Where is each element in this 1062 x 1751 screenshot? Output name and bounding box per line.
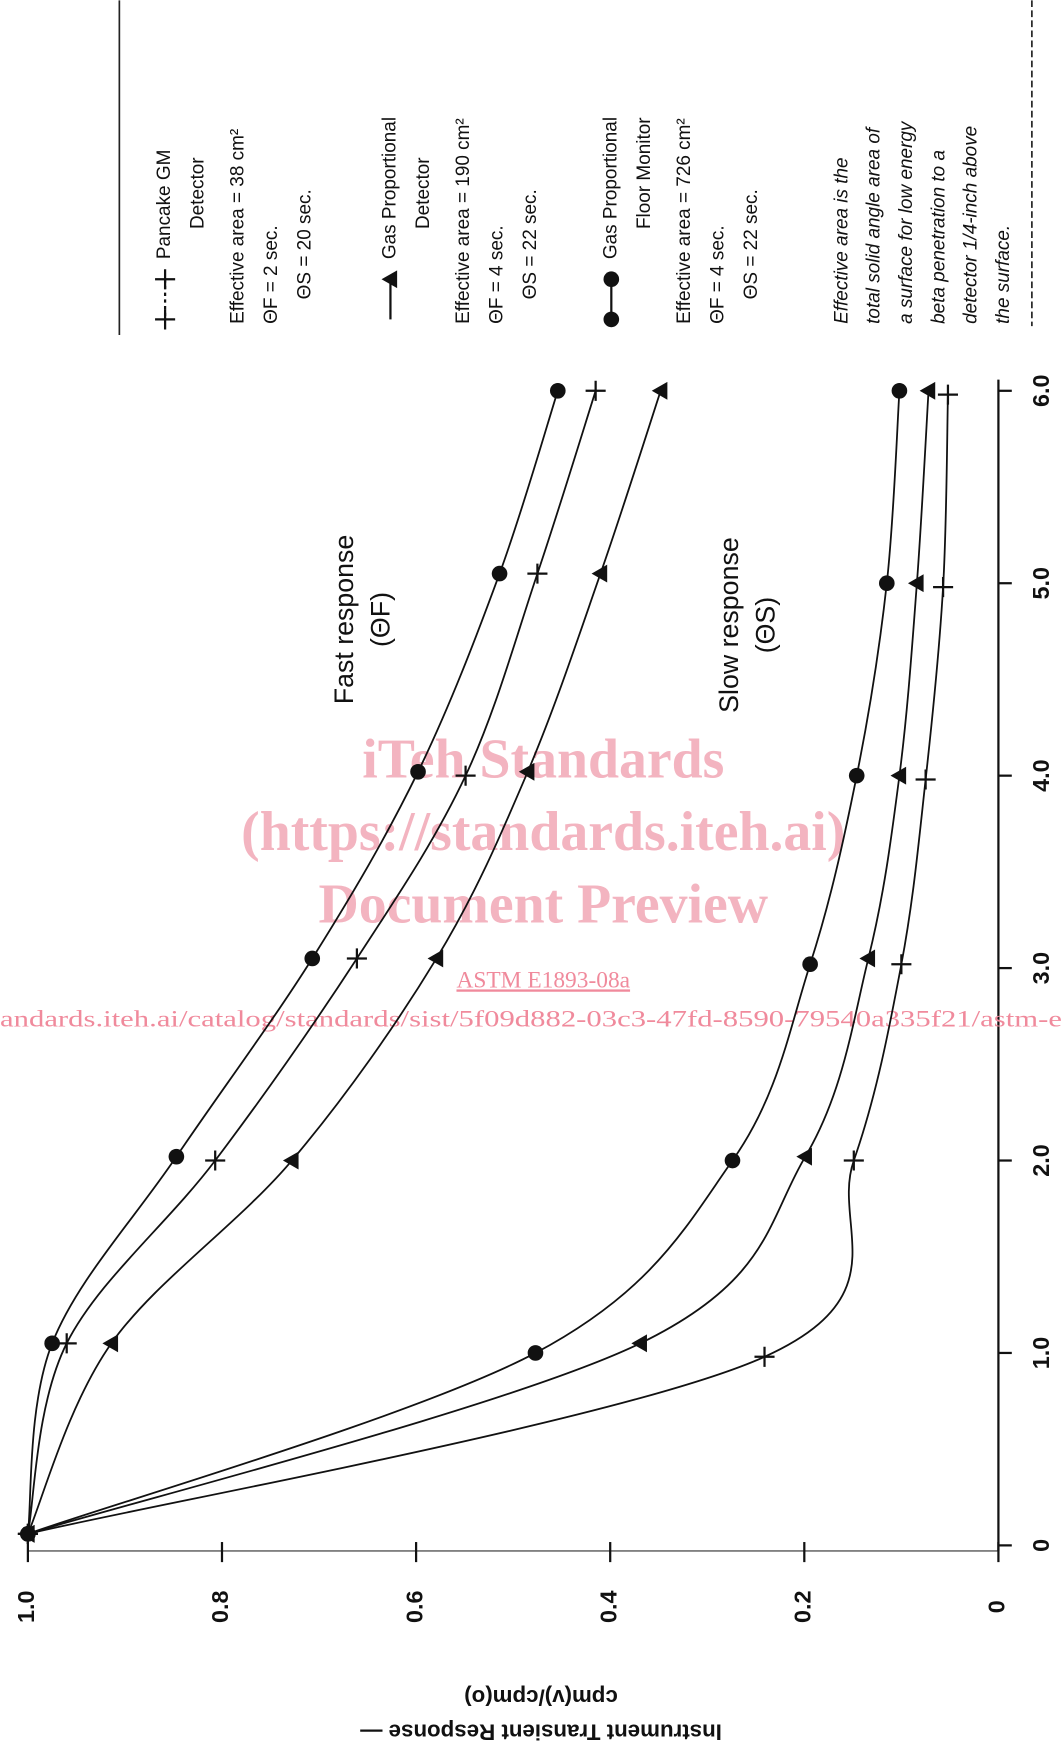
legend-label: Gas Proportional — [600, 117, 621, 259]
y-axis-label: Instrument Transient Response — — [359, 1720, 721, 1745]
point — [802, 956, 818, 973]
y-tick-label: 0 — [984, 1600, 1010, 1613]
x-tick-label: 5.0 — [1028, 567, 1054, 600]
legend-text: ΘF = 2 sec. — [261, 225, 282, 324]
point — [205, 1150, 226, 1171]
x-tick-label: 2.0 — [1028, 1144, 1054, 1177]
point — [878, 575, 895, 592]
point — [891, 954, 912, 975]
point — [168, 1148, 185, 1165]
point — [843, 1150, 864, 1171]
legend-label: Detector — [188, 157, 209, 229]
legend-text: ΘS = 22 sec. — [741, 189, 762, 299]
legend-text: ΘF = 4 sec. — [487, 225, 508, 324]
point — [56, 1333, 77, 1354]
point — [44, 1335, 60, 1352]
annotation: Slow response — [714, 537, 744, 713]
legend-label: Gas Proportional — [379, 117, 400, 259]
point — [427, 949, 444, 968]
point — [455, 765, 476, 786]
legend-label: Detector — [413, 157, 434, 229]
point — [346, 948, 367, 969]
y-axis-label: cpm(v)/cpm(o) — [464, 1685, 618, 1710]
point — [754, 1346, 775, 1367]
point — [549, 382, 566, 399]
legend-marker — [381, 270, 398, 289]
curve — [27, 390, 559, 1534]
x-tick-label: 6.0 — [1028, 375, 1054, 408]
point — [410, 764, 426, 780]
legend-text: ΘF = 4 sec. — [707, 225, 728, 324]
y-tick-label: 1.0 — [13, 1590, 39, 1623]
point — [527, 563, 548, 584]
legend-note: a surface for low energy — [896, 120, 917, 324]
point — [527, 1345, 544, 1361]
legend-marker — [155, 309, 176, 330]
point — [933, 577, 954, 598]
point — [491, 565, 508, 582]
annotation: (ΘF) — [366, 592, 396, 647]
point — [20, 1526, 36, 1542]
point — [891, 382, 908, 399]
annotation: Fast response — [329, 535, 359, 705]
legend-marker — [603, 311, 620, 328]
x-tick-label: 1.0 — [1028, 1337, 1054, 1370]
watermark: (https://standards.iteh.ai) — [241, 801, 845, 863]
watermark-url: andards.iteh.ai/catalog/standards/sist/5… — [0, 1006, 1062, 1032]
point — [518, 762, 535, 781]
point — [102, 1334, 119, 1353]
point — [907, 574, 924, 593]
annotation: (ΘS) — [751, 597, 781, 654]
watermark: iTeh Standards — [362, 728, 724, 790]
point — [859, 949, 876, 968]
legend-text: ΘS = 20 sec. — [295, 189, 316, 299]
legend-note: the surface. — [993, 225, 1014, 324]
watermark: Document Preview — [318, 873, 768, 935]
y-tick-label: 0.6 — [401, 1590, 427, 1623]
legend-label: Pancake GM — [154, 150, 175, 260]
point — [591, 564, 608, 583]
legend-text: Effective area = 190 cm² — [453, 118, 474, 324]
point — [890, 766, 907, 785]
point — [651, 381, 668, 400]
point — [724, 1152, 741, 1169]
point — [304, 950, 321, 967]
legend-note: Effective area is the — [831, 157, 852, 323]
x-tick-label: 0 — [1028, 1539, 1054, 1552]
legend-note: beta penetration to a — [928, 150, 949, 324]
point — [937, 384, 958, 405]
legend-marker — [603, 271, 620, 288]
y-tick-label: 0.4 — [595, 1590, 621, 1623]
legend-note: detector 1/4-inch above — [961, 126, 982, 324]
y-tick-label: 0.2 — [789, 1590, 815, 1623]
y-tick-label: 0.8 — [207, 1590, 233, 1623]
point — [915, 769, 936, 790]
legend-text: Effective area = 726 cm² — [674, 118, 695, 324]
legend-text: Effective area = 38 cm² — [228, 129, 249, 324]
curve — [27, 394, 949, 1535]
point — [848, 767, 865, 784]
point — [631, 1334, 647, 1353]
x-tick-label: 4.0 — [1028, 759, 1054, 792]
point — [796, 1147, 812, 1166]
curve — [27, 390, 901, 1535]
point — [585, 380, 606, 401]
legend-text: ΘS = 22 sec. — [520, 189, 541, 299]
legend-note: total solid angle area of — [864, 126, 885, 324]
watermark-link: ASTM E1893-08a — [456, 967, 630, 993]
legend-marker — [155, 269, 176, 290]
point — [919, 381, 936, 400]
point — [282, 1151, 299, 1170]
legend-label: Floor Monitor — [634, 117, 655, 229]
curve — [27, 390, 930, 1535]
x-tick-label: 3.0 — [1028, 952, 1054, 985]
